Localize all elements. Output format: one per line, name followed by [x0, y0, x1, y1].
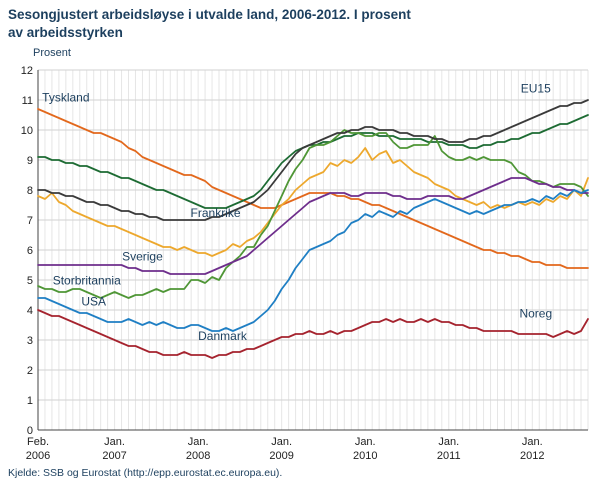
chart-title-line1: Sesongjustert arbeidsløyse i utvalde lan… — [8, 7, 411, 22]
y-tick-label: 7 — [27, 215, 33, 227]
x-tick-month: Jan. — [271, 436, 292, 448]
y-tick-label: 2 — [27, 365, 33, 377]
x-tick-year: 2007 — [102, 450, 126, 462]
series-line-eu15 — [37, 99, 589, 221]
y-tick-label: 12 — [21, 65, 33, 77]
x-tick-year: 2009 — [269, 450, 293, 462]
series-line-tyskland — [37, 108, 589, 269]
x-tick-month: Feb. — [27, 436, 49, 448]
series-line-sverige — [37, 147, 589, 257]
x-tick-month: Jan. — [522, 436, 543, 448]
series-label-noreg: Noreg — [519, 307, 552, 321]
series-label-usa: USA — [81, 295, 106, 309]
unemployment-line-chart: 1211109876543210Feb.2006Jan.2007Jan.2008… — [21, 65, 589, 462]
x-tick-month: Jan. — [438, 436, 459, 448]
y-tick-label: 4 — [27, 305, 33, 317]
series-line-danmark — [37, 189, 589, 332]
x-tick-month: Jan. — [104, 436, 125, 448]
series-label-frankrike: Frankrike — [191, 206, 241, 220]
series-line-usa — [37, 129, 589, 299]
x-tick-year: 2010 — [353, 450, 377, 462]
y-tick-label: 3 — [27, 335, 33, 347]
x-tick-year: 2008 — [186, 450, 210, 462]
series-label-danmark: Danmark — [198, 329, 248, 343]
series-label-eu15: EU15 — [521, 82, 551, 96]
series-label-tyskland: Tyskland — [42, 91, 89, 105]
y-tick-label: 6 — [27, 245, 33, 257]
x-tick-month: Jan. — [188, 436, 209, 448]
y-axis-unit-label: Prosent — [33, 47, 71, 59]
x-tick-year: 2011 — [437, 450, 461, 462]
y-tick-label: 8 — [27, 185, 33, 197]
x-tick-month: Jan. — [355, 436, 376, 448]
series-line-storbritannia — [37, 177, 589, 275]
x-axis-labels: Feb. 2006 Jan. 2007 Jan. 2008 Jan. 2009 Jan. 2010… — [26, 436, 545, 462]
y-tick-label: 10 — [21, 125, 33, 137]
y-tick-label: 9 — [27, 155, 33, 167]
chart-title-line2: av arbeidsstyrken — [8, 25, 123, 41]
y-tick-label: 5 — [27, 275, 33, 287]
series-label-sverige: Sverige — [122, 250, 163, 264]
series-label-storbritannia: Storbritannia — [53, 274, 121, 288]
y-tick-label: 0 — [27, 425, 33, 437]
source-note: Kjelde: SSB og Eurostat (http://epp.euro… — [8, 467, 283, 479]
chart-title: Sesongjustert arbeidsløyse i utvalde lan… — [8, 6, 411, 42]
y-tick-label: 11 — [22, 95, 33, 107]
x-tick-year: 2006 — [26, 450, 50, 462]
series-line-frankrike — [37, 114, 589, 209]
y-tick-label: 1 — [27, 395, 33, 407]
series-line-noreg — [37, 309, 589, 359]
x-tick-year: 2012 — [520, 450, 544, 462]
